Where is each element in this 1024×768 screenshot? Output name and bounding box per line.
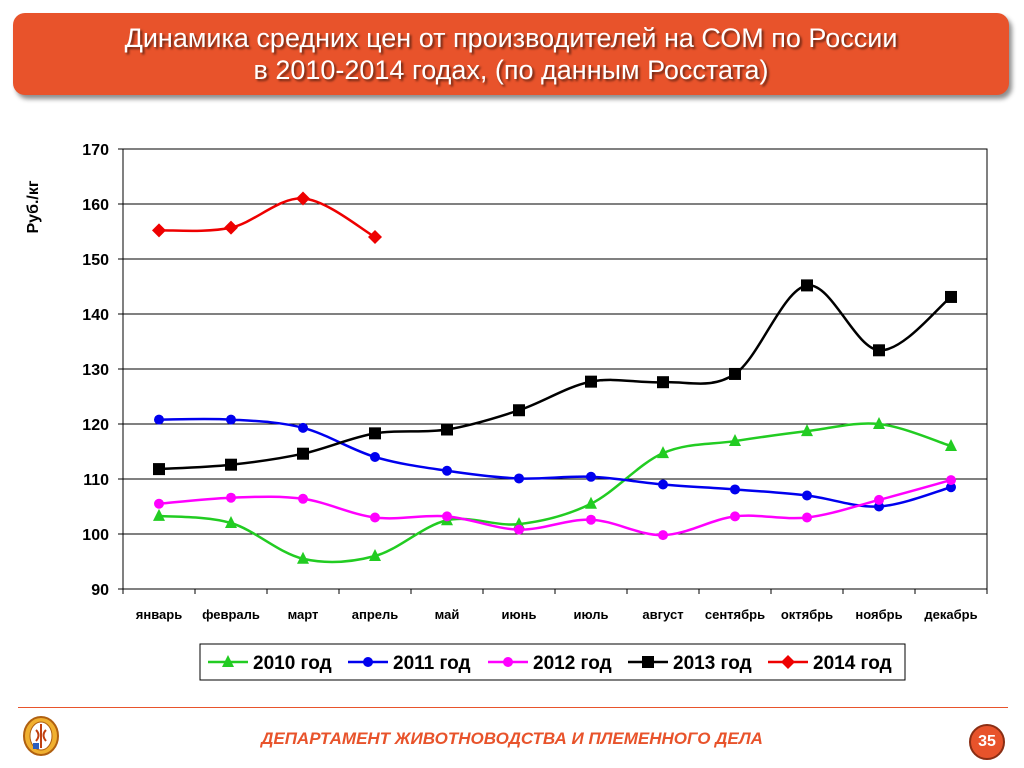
legend-label: 2011 год (393, 653, 471, 674)
data-point (297, 551, 309, 564)
data-point (226, 492, 236, 503)
series-line (158, 478, 952, 537)
data-point (224, 220, 238, 235)
data-point (874, 494, 884, 505)
data-point (226, 414, 236, 425)
x-tick-label: март (288, 607, 319, 622)
y-tick-label: 140 (82, 307, 109, 324)
y-tick-label: 130 (82, 362, 109, 379)
y-tick-label: 90 (91, 582, 109, 599)
x-tick-label: июнь (502, 607, 537, 622)
data-point (946, 475, 956, 486)
y-axis-label: Руб./кг (25, 180, 42, 233)
data-point (802, 490, 812, 501)
legend-label: 2014 год (813, 653, 892, 674)
data-point (513, 404, 525, 417)
page-number-badge: 35 (969, 724, 1005, 760)
data-point (152, 223, 166, 238)
legend-swatch-marker (222, 655, 234, 667)
data-point (946, 482, 956, 493)
data-point (802, 512, 812, 523)
series-line (158, 197, 376, 239)
data-point (801, 424, 813, 437)
data-point (945, 290, 957, 303)
slide-title-line2: в 2010-2014 годах, (по данным Росстата) (253, 55, 769, 85)
data-point (585, 496, 597, 509)
x-tick-label: август (642, 607, 683, 622)
data-point (153, 463, 165, 476)
footer-department: ДЕПАРТАМЕНТ ЖИВОТНОВОДСТВА И ПЛЕМЕННОГО … (261, 729, 763, 748)
legend-swatch-marker (642, 656, 654, 668)
y-tick-label: 150 (82, 252, 109, 269)
data-point (297, 447, 309, 460)
data-point (298, 422, 308, 433)
line-chart: 90 100 110 120 130 140 150 160 170 январь февраль м… (25, 142, 988, 681)
data-point (369, 427, 381, 440)
data-point (658, 530, 668, 541)
legend-label: 2010 год (253, 653, 332, 674)
legend: 2010 год 2011 год 2012 год 2013 год 2014 год (199, 643, 906, 681)
x-tick-label: декабрь (924, 607, 977, 622)
data-point (296, 191, 310, 206)
data-point (730, 511, 740, 522)
x-tick-label: октябрь (781, 607, 833, 622)
legend-swatch-marker (781, 655, 795, 669)
y-tick-label: 160 (82, 197, 109, 214)
y-tick-label: 110 (83, 472, 109, 489)
x-tick-label: апрель (352, 607, 399, 622)
data-point (657, 446, 669, 459)
data-point (873, 417, 885, 429)
series-4 (153, 279, 957, 476)
data-point (225, 458, 237, 471)
legend-swatch-marker (503, 657, 513, 667)
slide-title-line1: Динамика средних цен от производителей н… (124, 23, 898, 53)
x-tick-label: июль (573, 607, 608, 622)
data-point (225, 516, 237, 528)
legend-swatch-marker (363, 657, 373, 667)
data-point (729, 367, 741, 380)
data-point (369, 549, 381, 561)
data-point (586, 471, 596, 482)
series-3 (154, 475, 956, 541)
ministry-logo-icon (23, 716, 59, 756)
data-point (873, 344, 885, 357)
data-point (586, 514, 596, 525)
x-tick-label: февраль (202, 607, 260, 622)
data-point (801, 279, 813, 292)
series-5 (152, 191, 382, 244)
data-point (657, 376, 669, 389)
legend-label: 2012 год (533, 653, 612, 674)
data-point (370, 512, 380, 523)
data-point (514, 473, 524, 484)
data-point (370, 452, 380, 462)
legend-label: 2013 год (673, 653, 752, 674)
data-point (729, 434, 741, 447)
data-point (442, 511, 452, 522)
footer-divider (18, 707, 1008, 708)
data-point (441, 423, 453, 436)
data-point (514, 524, 524, 535)
series-2 (154, 414, 956, 512)
data-point (585, 375, 597, 388)
y-tick-label: 170 (82, 142, 109, 159)
data-point (154, 414, 164, 425)
title-banner: Динамика средних цен от производителей н… (13, 13, 1009, 95)
data-point (945, 439, 957, 451)
data-point (658, 479, 668, 490)
data-point (730, 484, 740, 495)
data-point (153, 508, 165, 521)
y-tick-label: 100 (82, 527, 109, 544)
x-tick-label: январь (136, 607, 182, 622)
series-line (158, 417, 952, 508)
data-point (442, 465, 452, 476)
x-tick-label: сентябрь (705, 607, 765, 622)
data-point (154, 498, 164, 509)
data-point (368, 230, 382, 244)
data-point (298, 493, 308, 504)
x-tick-label: май (435, 607, 460, 622)
y-tick-label: 120 (82, 417, 109, 434)
x-tick-label: ноябрь (855, 607, 902, 622)
